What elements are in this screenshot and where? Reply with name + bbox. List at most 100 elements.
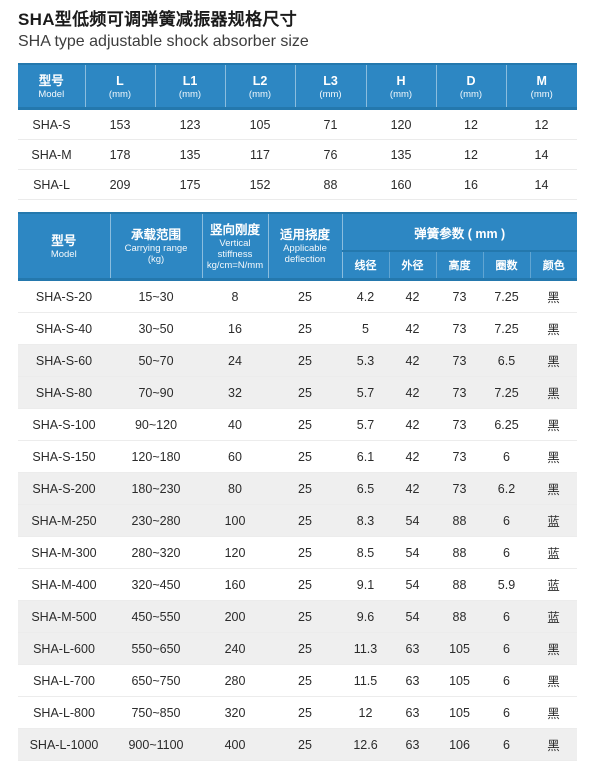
- spec-table-cell: 15~30: [110, 279, 202, 313]
- size-table-cell: 178: [85, 139, 155, 170]
- spec-table-cell: 88: [436, 568, 483, 601]
- header-label-primary: L2: [252, 73, 268, 88]
- size-table-cell: 14: [506, 139, 577, 170]
- size-table-cell: 71: [295, 108, 366, 140]
- spec-table-cell: 6: [483, 632, 530, 665]
- spec-table-cell: 105: [436, 632, 483, 665]
- header-label-secondary: Vertical stiffness: [217, 237, 253, 260]
- size-table-cell: 12: [436, 139, 506, 170]
- spec-table-cell: 7.25: [483, 312, 530, 345]
- spec-table-cell: 63: [389, 728, 436, 761]
- spec-table-cell: 25: [268, 344, 342, 377]
- spec-table-cell: 100: [202, 504, 268, 537]
- spec-table-cell: 25: [268, 376, 342, 409]
- header-label-secondary: deflection: [284, 254, 326, 265]
- spec-table-cell: 240: [202, 632, 268, 665]
- spring-sub-header-cell: 颜色: [530, 250, 577, 281]
- spec-table-row: SHA-L-700 650~750 280 25 11.5 63 105 6 黑: [18, 664, 577, 697]
- spec-table-cell: 5: [342, 312, 389, 345]
- spring-sub-header-cell: 圈数: [483, 250, 531, 281]
- spec-table-cell: SHA-S-20: [18, 279, 110, 313]
- spec-table-cell: 25: [268, 568, 342, 601]
- header-label-primary: D: [466, 73, 476, 88]
- spec-table-cell: 63: [389, 632, 436, 665]
- spec-table-cell: SHA-M-400: [18, 568, 110, 601]
- spec-table-header-cell: 适用挠度 Applicable deflection: [268, 212, 343, 281]
- spec-table-cell: 6.25: [483, 408, 530, 441]
- size-table-cell: 16: [436, 169, 506, 200]
- size-table-cell: 117: [225, 139, 295, 170]
- spec-table: 型号 Model 承载范围 Carrying range (kg) 竖向刚度 Vertica…: [18, 212, 577, 761]
- header-label-secondary: Model: [38, 88, 65, 100]
- spec-table-cell: 8.3: [342, 504, 389, 537]
- spec-table-cell: 蓝: [530, 536, 577, 569]
- spec-table-row: SHA-M-250 230~280 100 25 8.3 54 88 6 蓝: [18, 504, 577, 537]
- header-label-primary: 适用挠度: [279, 228, 330, 242]
- spec-table-cell: 黑: [530, 344, 577, 377]
- spec-table-cell: 320~450: [110, 568, 202, 601]
- spec-table-cell: 5.7: [342, 408, 389, 441]
- spec-table-cell: 黑: [530, 440, 577, 473]
- spec-table-cell: 180~230: [110, 472, 202, 505]
- header-label-primary: 承载范围: [130, 228, 181, 242]
- spec-table-cell: 88: [436, 504, 483, 537]
- size-table-cell: 120: [366, 108, 436, 140]
- spec-table-row: SHA-M-300 280~320 120 25 8.5 54 88 6 蓝: [18, 536, 577, 569]
- spec-table-cell: 280: [202, 664, 268, 697]
- spec-table-cell: 450~550: [110, 600, 202, 633]
- size-table-header-cell: H (mm): [366, 63, 437, 110]
- spec-table-row: SHA-M-500 450~550 200 25 9.6 54 88 6 蓝: [18, 600, 577, 633]
- spec-table-cell: SHA-L-700: [18, 664, 110, 697]
- header-label-primary: H: [396, 73, 406, 88]
- spec-table-cell: 106: [436, 728, 483, 761]
- spec-table-cell: 80: [202, 472, 268, 505]
- spec-table-cell: 25: [268, 632, 342, 665]
- size-table-header-cell: M (mm): [506, 63, 577, 110]
- spec-table-cell: 7.25: [483, 279, 530, 313]
- spec-table-cell: 105: [436, 664, 483, 697]
- spec-table-cell: 25: [268, 600, 342, 633]
- spec-table-cell: 73: [436, 408, 483, 441]
- spec-table-cell: 蓝: [530, 568, 577, 601]
- header-label-secondary: Model: [50, 248, 77, 260]
- header-label-primary: 型号: [38, 73, 64, 88]
- size-table-cell: 105: [225, 108, 295, 140]
- spec-table-cell: SHA-S-100: [18, 408, 110, 441]
- spec-table-cell: 42: [389, 472, 436, 505]
- spec-table-cell: SHA-S-60: [18, 344, 110, 377]
- spec-table-row: SHA-S-200 180~230 80 25 6.5 42 73 6.2 黑: [18, 472, 577, 505]
- spec-table-cell: 25: [268, 728, 342, 761]
- size-table-cell: 135: [155, 139, 225, 170]
- spec-table-cell: 6.5: [342, 472, 389, 505]
- spec-table-cell: 黑: [530, 279, 577, 313]
- header-label-secondary: Carrying range: [124, 243, 188, 254]
- spec-table-header-cell: 竖向刚度 Vertical stiffness kg/cm=N/mm: [202, 212, 269, 281]
- size-table-header-cell: L2 (mm): [225, 63, 296, 110]
- spec-table-cell: 160: [202, 568, 268, 601]
- size-table-cell: 14: [506, 169, 577, 200]
- spec-table-cell: 16: [202, 312, 268, 345]
- spec-table-cell: 90~120: [110, 408, 202, 441]
- size-table: 型号 Model L (mm) L1 (mm) L2 (mm) L3 (mm) H (mm) D (mm)…: [18, 63, 577, 200]
- spec-table-cell: 42: [389, 344, 436, 377]
- spec-table-cell: 蓝: [530, 504, 577, 537]
- spec-table-cell: 54: [389, 600, 436, 633]
- header-label-primary: L1: [182, 73, 198, 88]
- spec-table-cell: 750~850: [110, 696, 202, 729]
- page-title: SHA型低频可调弹簧减振器规格尺寸: [18, 10, 297, 29]
- spec-table-cell: 88: [436, 600, 483, 633]
- spec-table-cell: 42: [389, 440, 436, 473]
- spec-table-cell: SHA-L-600: [18, 632, 110, 665]
- size-table-header-cell: L3 (mm): [295, 63, 367, 110]
- spec-table-row: SHA-S-100 90~120 40 25 5.7 42 73 6.25 黑: [18, 408, 577, 441]
- size-table-body: SHA-S 153 123 105 71 120 12 12 SHA-M 178 135 117 76 1…: [18, 108, 577, 200]
- header-label-secondary: kg/cm=N/mm: [206, 259, 264, 271]
- spring-group-header: 弹簧参数 ( mm ): [342, 212, 577, 252]
- spec-table-cell: 280~320: [110, 536, 202, 569]
- spec-table-cell: 650~750: [110, 664, 202, 697]
- size-table-cell: 160: [366, 169, 436, 200]
- spec-table-cell: 黑: [530, 312, 577, 345]
- spec-table-cell: 黑: [530, 696, 577, 729]
- spec-table-cell: 黑: [530, 376, 577, 409]
- header-label-secondary: (mm): [108, 88, 132, 100]
